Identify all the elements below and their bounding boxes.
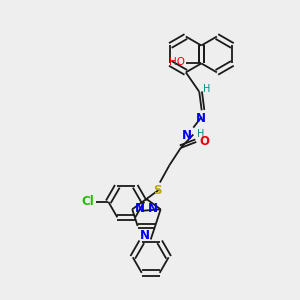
Text: H: H: [197, 129, 204, 139]
Text: N: N: [182, 129, 192, 142]
Text: N: N: [140, 229, 150, 242]
Text: N: N: [135, 202, 145, 215]
Text: O: O: [199, 135, 209, 148]
Text: H: H: [203, 84, 211, 94]
Text: N: N: [196, 112, 206, 125]
Text: S: S: [153, 184, 162, 197]
Text: Cl: Cl: [81, 195, 94, 208]
Text: HO: HO: [169, 57, 185, 67]
Text: N: N: [148, 202, 158, 215]
